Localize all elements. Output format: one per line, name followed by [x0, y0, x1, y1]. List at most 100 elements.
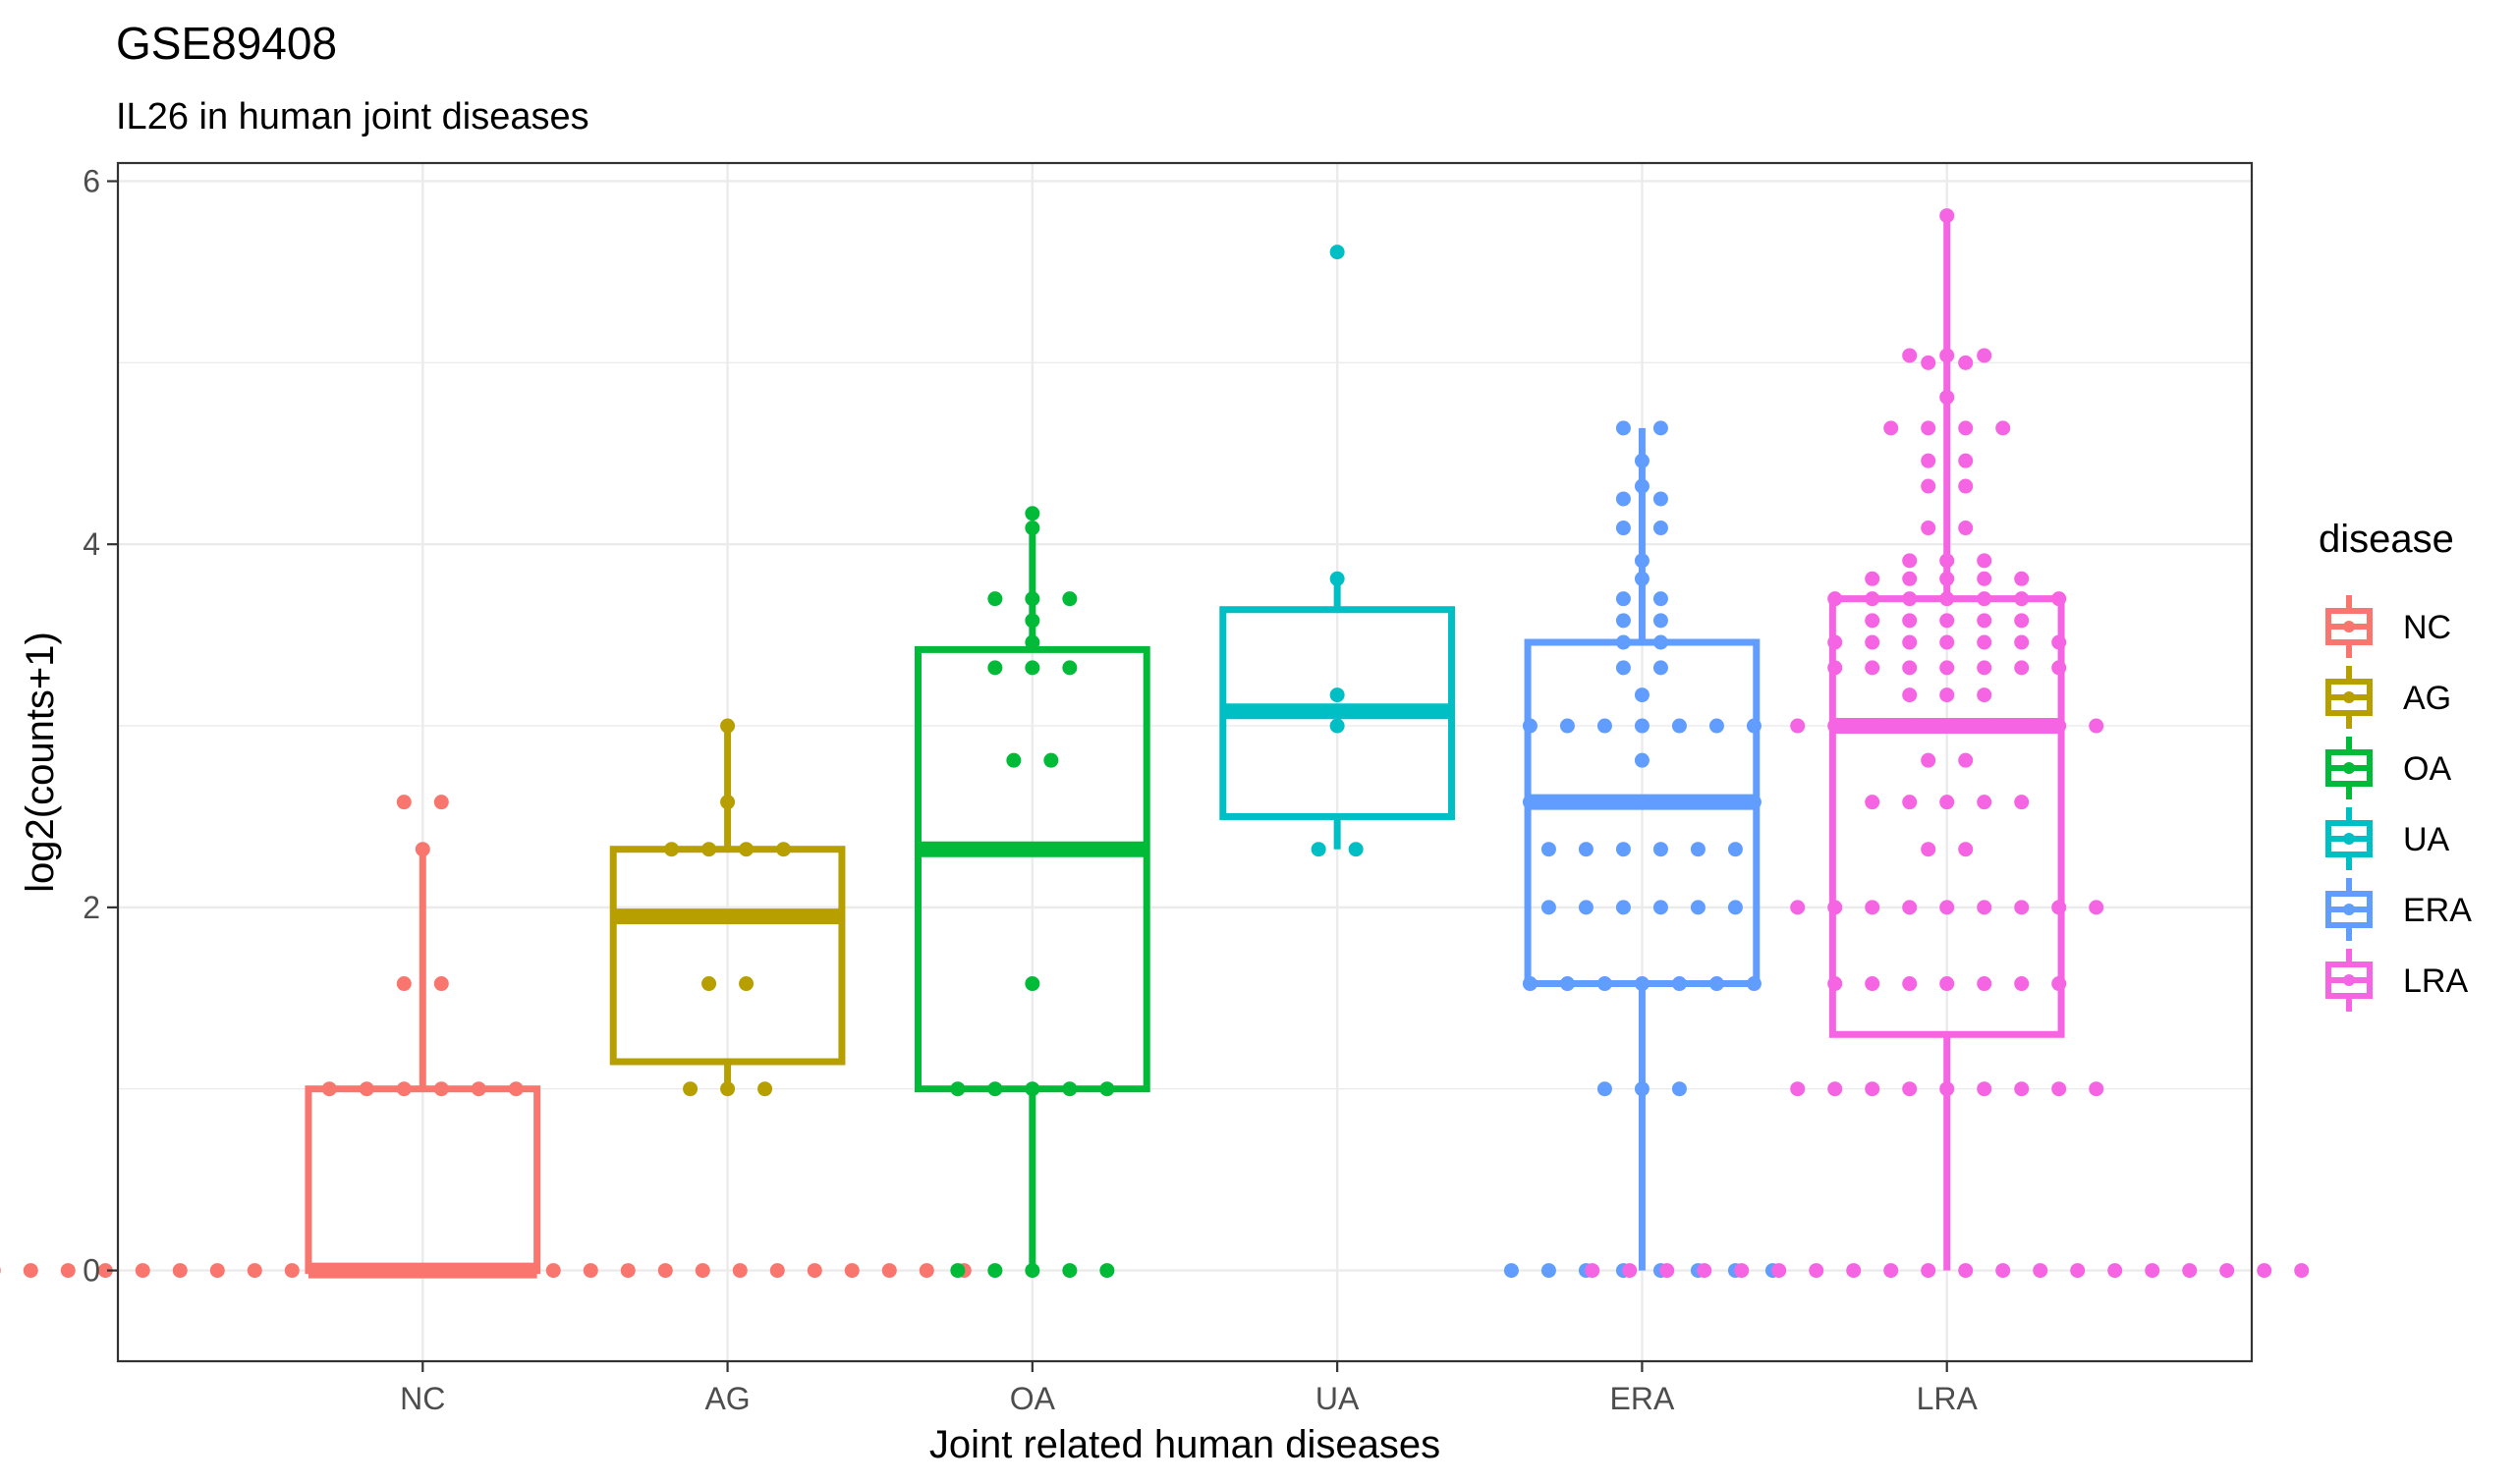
- data-point-ag: [757, 1081, 773, 1097]
- data-point-era: [1634, 752, 1650, 768]
- data-point-lra: [2145, 1263, 2160, 1279]
- data-point-lra: [1902, 591, 1918, 607]
- data-point-lra: [1865, 591, 1880, 607]
- data-point-lra: [1883, 420, 1899, 436]
- box-ag: [609, 726, 846, 1089]
- data-point-era: [1708, 795, 1724, 810]
- data-point-era: [1634, 795, 1650, 810]
- data-point-lra: [1977, 976, 1992, 992]
- chart-title: GSE89408: [116, 18, 337, 69]
- legend-key-dot: [2343, 762, 2355, 774]
- data-point-era: [1559, 976, 1575, 992]
- data-point-ag: [720, 1081, 736, 1097]
- data-point-lra: [1921, 1263, 1936, 1279]
- data-point-oa: [1062, 1263, 1078, 1279]
- data-point-lra: [1958, 478, 1974, 494]
- data-point-nc: [23, 1263, 38, 1279]
- data-point-ag: [776, 842, 792, 857]
- data-point-lra: [1939, 634, 1955, 650]
- data-point-era: [1671, 718, 1687, 734]
- data-point-era: [1652, 491, 1668, 507]
- data-point-lra: [1939, 795, 1955, 810]
- data-point-lra: [2014, 571, 2030, 586]
- data-point-lra: [1977, 348, 1992, 363]
- plot-panel-border: [116, 161, 2254, 1363]
- data-point-era: [1634, 571, 1650, 586]
- data-point-lra: [1958, 355, 1974, 370]
- data-point-lra: [2014, 795, 2030, 810]
- data-point-lra: [1790, 718, 1806, 734]
- data-point-nc: [396, 1081, 412, 1097]
- data-point-era: [1671, 976, 1687, 992]
- data-point-lra: [2089, 718, 2104, 734]
- data-point-era: [1522, 795, 1538, 810]
- data-point-lra: [1939, 718, 1955, 734]
- data-point-nc: [60, 1263, 76, 1279]
- data-point-oa: [1025, 976, 1040, 992]
- data-point-oa: [1025, 591, 1040, 607]
- legend-key-dot: [2343, 621, 2355, 632]
- data-point-nc: [919, 1263, 934, 1279]
- data-point-lra: [1939, 900, 1955, 915]
- legend-key-ag: AG: [2325, 666, 2451, 729]
- y-axis: 0 2 4 6: [83, 163, 118, 1289]
- data-point-lra: [1977, 1081, 1992, 1097]
- data-point-ag: [664, 842, 680, 857]
- data-point-lra: [1977, 634, 1992, 650]
- data-point-lra: [1865, 660, 1880, 676]
- data-point-ua: [1348, 842, 1364, 857]
- dot-layer: [0, 208, 2310, 1279]
- data-point-lra: [1939, 1081, 1955, 1097]
- data-point-era: [1746, 795, 1762, 810]
- data-point-lra: [2219, 1263, 2235, 1279]
- data-point-era: [1652, 613, 1668, 629]
- data-point-era: [1652, 634, 1668, 650]
- data-point-era: [1596, 1081, 1612, 1097]
- data-point-era: [1596, 795, 1612, 810]
- data-point-ua: [1329, 245, 1345, 260]
- data-point-nc: [583, 1263, 598, 1279]
- data-point-lra: [1958, 521, 1974, 536]
- data-point-lra: [2014, 613, 2030, 629]
- data-point-lra: [1921, 478, 1936, 494]
- data-point-nc: [209, 1263, 225, 1279]
- data-point-lra: [1902, 795, 1918, 810]
- y-axis-label: log2(counts+1): [19, 632, 62, 893]
- data-point-lra: [1865, 976, 1880, 992]
- data-point-ag: [701, 976, 717, 992]
- x-tick-label: ERA: [1610, 1381, 1675, 1416]
- data-point-oa: [987, 1081, 1003, 1097]
- box-ua: [1219, 578, 1456, 850]
- data-point-lra: [2070, 1263, 2086, 1279]
- data-point-lra: [1902, 348, 1918, 363]
- data-point-oa: [1025, 660, 1040, 676]
- data-point-lra: [1921, 842, 1936, 857]
- data-point-nc: [695, 1263, 710, 1279]
- data-point-oa: [1099, 1263, 1115, 1279]
- data-point-lra: [2051, 900, 2067, 915]
- data-point-oa: [1025, 613, 1040, 629]
- data-point-lra: [1865, 795, 1880, 810]
- data-point-lra: [1958, 453, 1974, 468]
- data-point-oa: [950, 1081, 966, 1097]
- data-point-era: [1690, 900, 1706, 915]
- data-point-era: [1634, 553, 1650, 569]
- data-point-ag: [701, 842, 717, 857]
- data-point-nc: [321, 1081, 337, 1097]
- data-point-era: [1652, 842, 1668, 857]
- data-point-lra: [2014, 591, 2030, 607]
- legend-key-dot: [2343, 904, 2355, 915]
- data-point-ua: [1329, 571, 1345, 586]
- data-point-era: [1615, 591, 1631, 607]
- data-point-oa: [1025, 1081, 1040, 1097]
- data-point-era: [1596, 718, 1612, 734]
- data-point-lra: [1827, 718, 1843, 734]
- data-point-era: [1652, 420, 1668, 436]
- data-point-lra: [1995, 420, 2011, 436]
- data-point-era: [1634, 718, 1650, 734]
- data-point-nc: [284, 1263, 300, 1279]
- data-point-nc: [508, 1081, 524, 1097]
- data-point-lra: [1734, 1263, 1750, 1279]
- data-point-era: [1652, 660, 1668, 676]
